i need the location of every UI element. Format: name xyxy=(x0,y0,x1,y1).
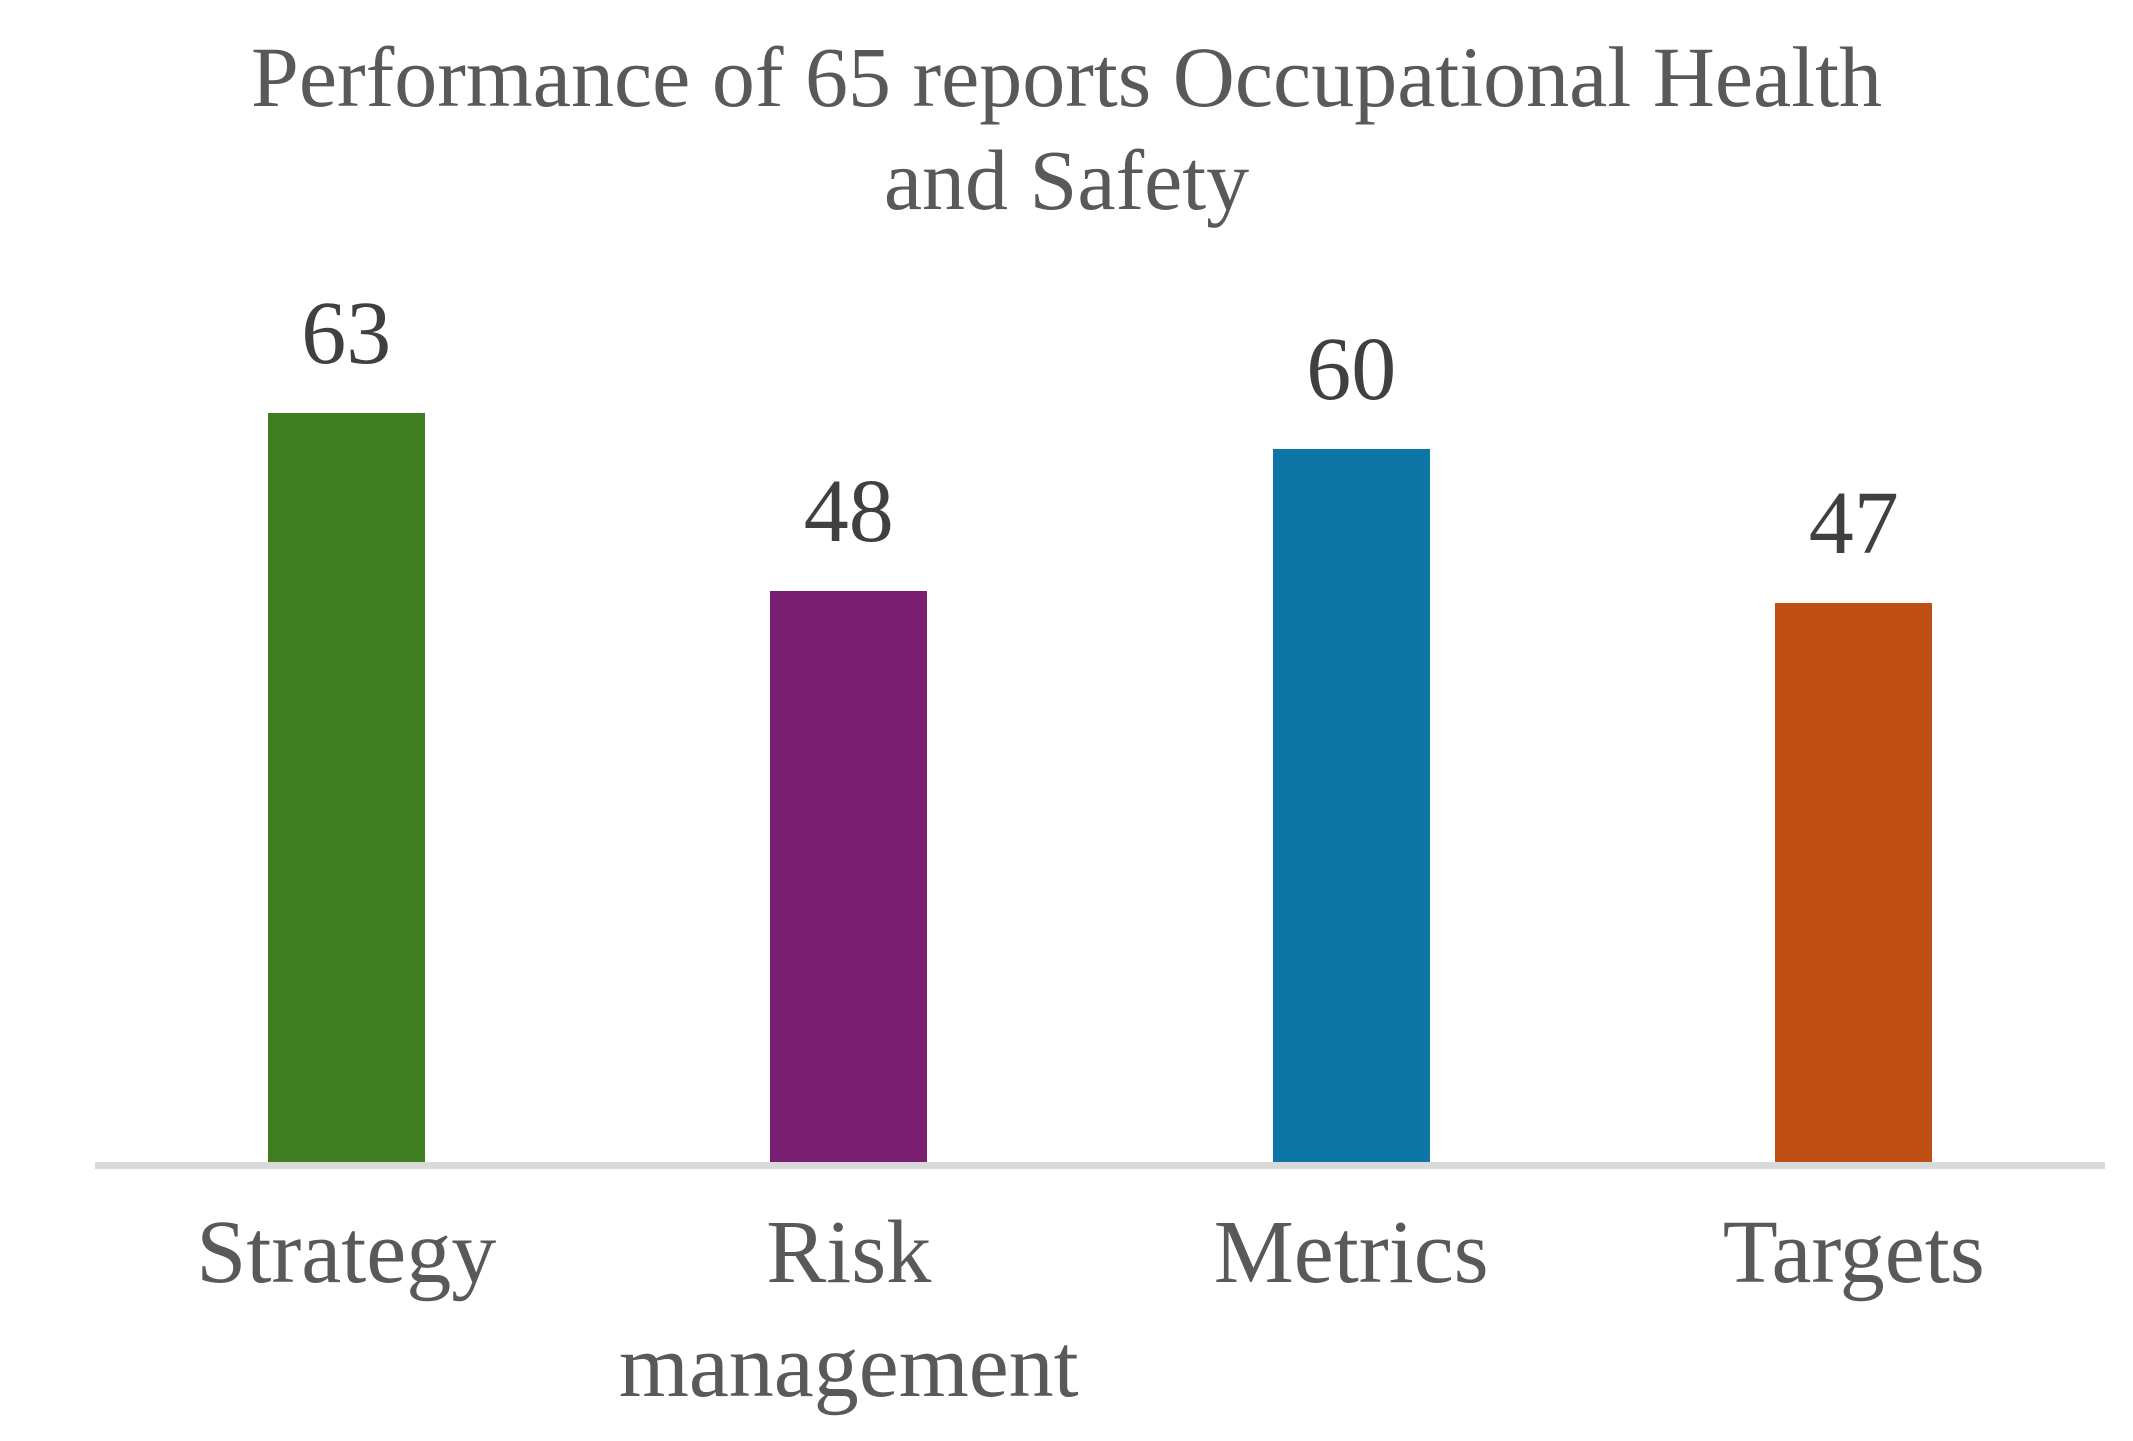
bar-risk-management xyxy=(770,591,928,1162)
category-label-risk-management: Risk management xyxy=(618,1203,1079,1417)
bar-targets xyxy=(1775,603,1933,1162)
bar-column-metrics: 60 xyxy=(1100,320,1603,1162)
data-label-targets: 47 xyxy=(1808,474,1899,573)
data-label-strategy: 63 xyxy=(301,284,392,383)
bar-column-targets: 47 xyxy=(1603,474,2106,1162)
data-label-risk-management: 48 xyxy=(803,462,894,561)
x-axis-line xyxy=(95,1162,2105,1169)
data-label-metrics: 60 xyxy=(1306,320,1397,419)
category-label-strategy: Strategy xyxy=(196,1203,497,1302)
bar-metrics xyxy=(1272,449,1430,1162)
category-label-targets: Targets xyxy=(1722,1203,1985,1302)
chart-title: Performance of 65 reports Occupational H… xyxy=(251,29,1882,229)
bar-column-strategy: 63 xyxy=(95,284,598,1162)
bar-strategy xyxy=(267,413,425,1162)
category-axis: Strategy Risk management Metrics Targets xyxy=(95,1196,2105,1425)
bar-column-risk-management: 48 xyxy=(598,462,1101,1162)
plot-area: 63 48 60 47 xyxy=(95,0,2105,1162)
category-label-metrics: Metrics xyxy=(1213,1203,1489,1302)
